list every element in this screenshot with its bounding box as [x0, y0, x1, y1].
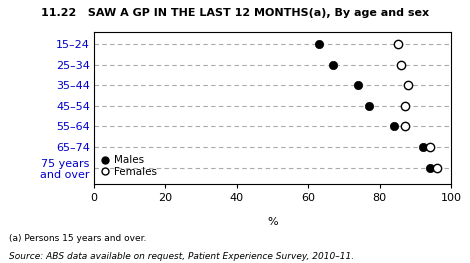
- Text: %: %: [267, 217, 278, 227]
- Legend: Males, Females: Males, Females: [99, 153, 159, 179]
- Text: (a) Persons 15 years and over.: (a) Persons 15 years and over.: [9, 234, 147, 243]
- Text: Source: ABS data available on request, Patient Experience Survey, 2010–11.: Source: ABS data available on request, P…: [9, 252, 354, 261]
- Text: 11.22   SAW A GP IN THE LAST 12 MONTHS(a), By age and sex: 11.22 SAW A GP IN THE LAST 12 MONTHS(a),…: [41, 8, 429, 18]
